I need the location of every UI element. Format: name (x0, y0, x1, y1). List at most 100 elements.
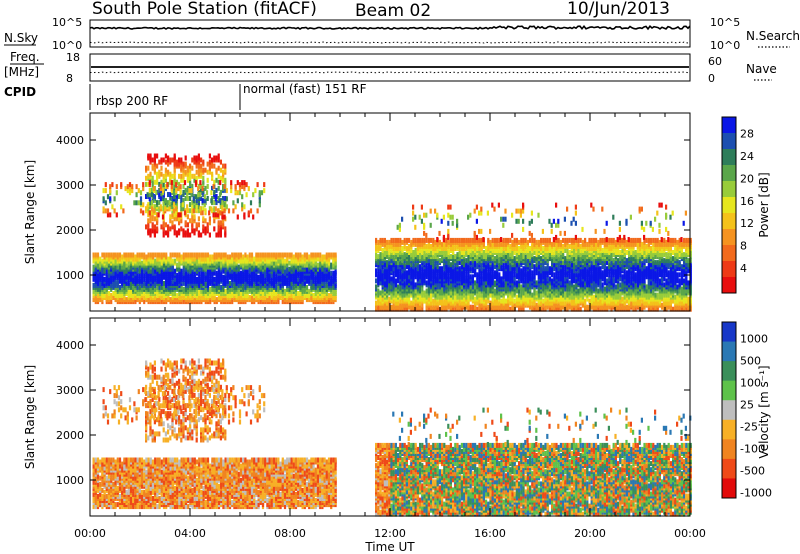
range-cell (153, 153, 156, 159)
range-cell (425, 288, 428, 294)
range-cell (150, 192, 154, 198)
range-cell (412, 237, 415, 243)
range-cell (171, 252, 174, 258)
range-cell (121, 286, 124, 292)
range-cell (160, 252, 163, 258)
range-cell (139, 208, 143, 214)
range-cell (247, 186, 250, 192)
range-cell (232, 200, 235, 206)
range-cell (96, 297, 100, 303)
range-cell (193, 228, 196, 234)
range-cell (199, 206, 202, 212)
range-cell (186, 214, 189, 220)
range-cell (198, 288, 201, 294)
range-cell (158, 159, 161, 165)
range-cell (213, 226, 216, 232)
range-cell (106, 194, 110, 200)
range-cell (511, 239, 514, 245)
range-cell (178, 266, 181, 272)
range-cell (112, 291, 115, 296)
range-cell (509, 237, 512, 243)
range-cell (189, 202, 192, 208)
range-cell (167, 256, 170, 262)
range-cell (496, 237, 499, 243)
range-cell (259, 252, 262, 258)
range-cell (241, 202, 244, 208)
range-cell (206, 169, 209, 175)
range-cell (111, 204, 114, 210)
range-cell (191, 173, 194, 179)
range-cell (283, 258, 287, 264)
range-cell (432, 298, 435, 304)
range-cell (171, 264, 174, 270)
range-cell (268, 252, 271, 258)
range-cell (381, 248, 384, 253)
range-cell (167, 224, 170, 230)
range-cell (454, 237, 457, 243)
range-cell (202, 175, 205, 181)
range-cell (145, 278, 148, 284)
range-cell (195, 291, 199, 296)
range-cell (231, 252, 234, 258)
range-cell (438, 266, 441, 272)
range-cell (410, 300, 413, 306)
range-cell (92, 252, 95, 258)
range-cell (151, 252, 155, 258)
range-cell (215, 262, 218, 268)
range-cell (522, 266, 525, 272)
range-cell (261, 252, 265, 258)
range-cell (165, 252, 168, 258)
range-cell (507, 237, 510, 243)
range-cell (145, 165, 148, 171)
range-cell (416, 237, 419, 243)
range-cell (128, 182, 132, 188)
range-cell (180, 258, 183, 264)
range-cell (375, 300, 378, 306)
range-cell (394, 237, 397, 243)
range-cell (252, 214, 255, 220)
range-cell (159, 196, 162, 202)
range-cell (186, 228, 189, 234)
range-cell (430, 237, 433, 243)
range-cell (198, 252, 201, 258)
range-cell (223, 208, 226, 214)
range-cell (107, 291, 111, 296)
range-cell (226, 254, 229, 260)
range-cell (206, 161, 209, 167)
range-cell (140, 268, 144, 274)
range-cell (388, 239, 391, 245)
range-cell (248, 295, 251, 300)
range-cell (153, 194, 156, 200)
range-cell (297, 291, 300, 296)
range-cell (377, 288, 380, 294)
range-cell (290, 252, 293, 258)
range-cell (463, 237, 466, 243)
range-cell (167, 155, 170, 161)
range-cell (127, 288, 130, 294)
range-cell (217, 153, 220, 159)
range-cell (132, 284, 135, 290)
range-cell (160, 179, 163, 185)
range-cell (138, 284, 141, 290)
range-cell (204, 208, 207, 214)
range-cell (213, 260, 216, 266)
range-cell (222, 169, 225, 175)
range-cell (281, 252, 284, 258)
range-cell (193, 256, 196, 262)
range-cell (210, 198, 213, 204)
range-cell (154, 258, 157, 264)
range-cell (125, 286, 128, 292)
range-cell (441, 241, 444, 247)
range-cell (401, 246, 404, 251)
range-cell (217, 220, 220, 226)
range-cell (246, 254, 249, 260)
range-cell (178, 173, 181, 179)
range-cell (132, 260, 135, 266)
range-cell (189, 208, 192, 214)
range-cell (225, 188, 228, 194)
range-cell (491, 237, 494, 243)
range-cell (111, 182, 114, 188)
range-cell (160, 165, 163, 171)
range-cell (316, 262, 320, 268)
range-cell (200, 270, 203, 276)
